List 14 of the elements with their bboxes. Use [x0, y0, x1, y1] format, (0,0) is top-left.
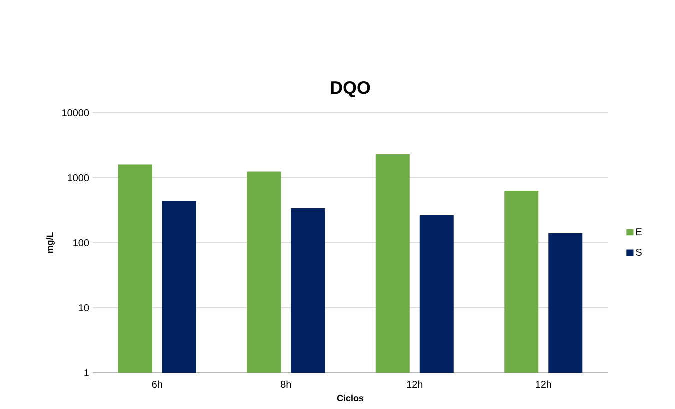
y-tick-label: 10000	[62, 109, 90, 117]
chart-title: DQO	[331, 81, 370, 98]
legend-label: E	[636, 228, 642, 236]
y-tick-label: 10	[79, 304, 90, 312]
x-tick-label: 12h	[407, 380, 423, 388]
y-axis-title: mg/L	[46, 232, 55, 254]
y-tick-label: 100	[74, 239, 90, 247]
y-tick-label: 1000	[68, 174, 90, 182]
x-axis-title: Ciclos	[337, 394, 364, 402]
x-tick-label: 6h	[152, 380, 162, 388]
x-tick-label: 8h	[281, 380, 292, 388]
legend-label: S	[636, 248, 642, 256]
y-tick-label: 1	[84, 370, 90, 376]
x-tick-label: 12h	[536, 380, 552, 388]
